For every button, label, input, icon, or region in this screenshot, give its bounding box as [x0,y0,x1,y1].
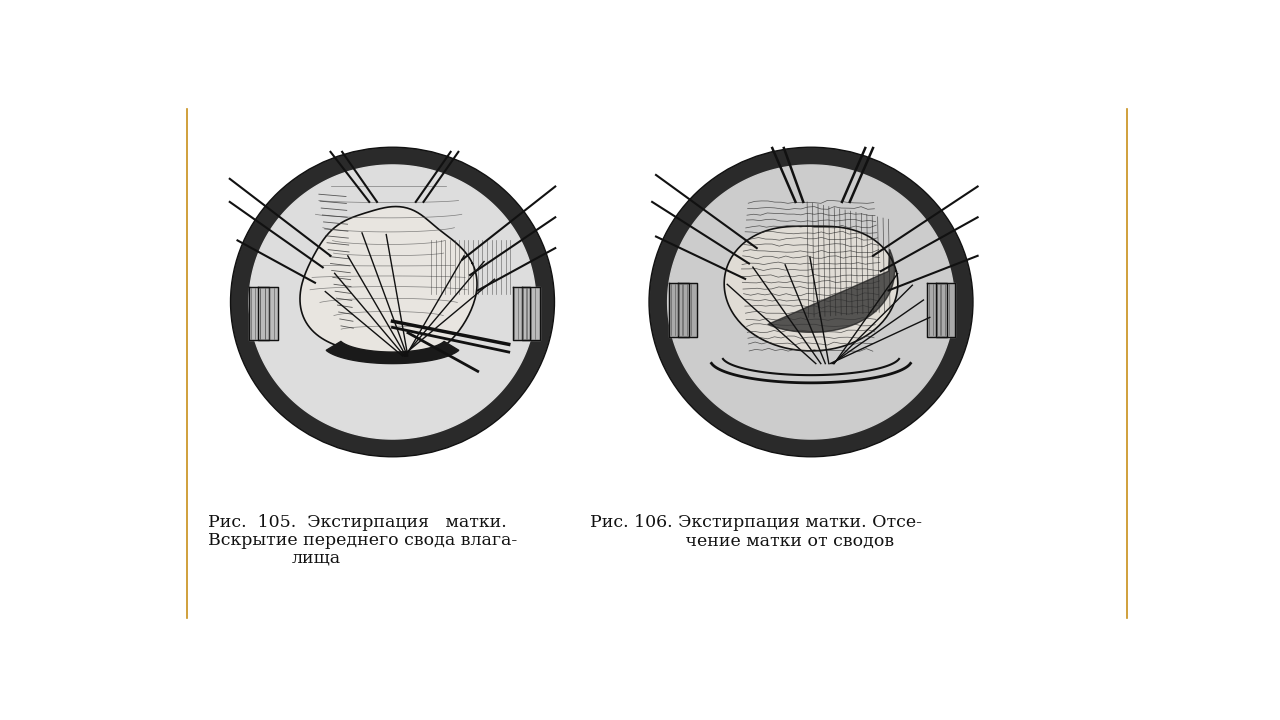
Polygon shape [512,287,530,341]
Text: Вскрытие переднего свода влага-: Вскрытие переднего свода влага- [209,532,517,549]
Polygon shape [677,283,698,337]
Polygon shape [668,165,955,439]
Polygon shape [724,226,897,351]
Polygon shape [250,287,269,341]
Polygon shape [768,249,895,333]
Polygon shape [250,165,536,439]
Polygon shape [669,283,689,337]
Text: чение матки от сводов: чение матки от сводов [625,532,895,549]
Polygon shape [650,148,973,456]
Polygon shape [326,341,458,364]
Polygon shape [259,287,278,341]
Polygon shape [300,207,477,359]
Polygon shape [522,287,540,341]
Polygon shape [936,283,955,337]
Text: Рис. 106. Экстирпация матки. Отсе-: Рис. 106. Экстирпация матки. Отсе- [590,514,922,531]
Polygon shape [927,283,947,337]
Text: Рис.  105.  Экстирпация   матки.: Рис. 105. Экстирпация матки. [209,514,507,531]
Polygon shape [232,148,554,456]
Text: лища: лища [292,549,340,566]
